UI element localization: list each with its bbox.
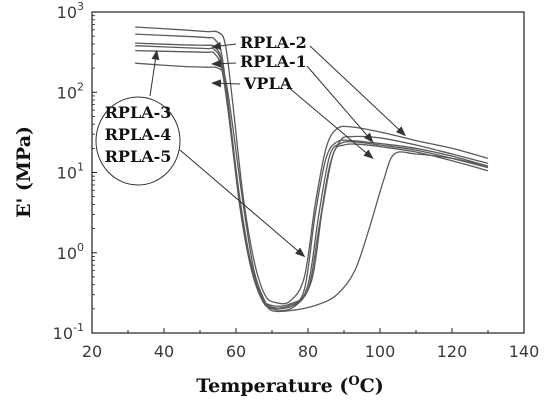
series-layer [135,26,489,313]
label-rpla-1: RPLA-1 [240,52,307,71]
x-tick-label: 140 [509,342,540,361]
group-ellipse [95,96,181,186]
ticks-layer: 20 40 60 80 100 120 140 10-1 100 101 102 103 [53,0,540,361]
pointer-arrow [211,41,237,50]
series-line-vpla [135,62,489,313]
label-rpla-5: RPLA-5 [105,147,172,166]
x-tick-label: 100 [365,342,396,361]
pointer-arrow [211,59,237,68]
y-tick-label: 102 [57,80,84,102]
label-rpla-3: RPLA-3 [105,103,172,122]
y-axis-title: E' (MPa) [13,126,35,218]
y-tick-label: 101 [57,161,84,183]
y-tick-label: 103 [57,0,84,22]
series-line-rpla-1 [135,33,489,307]
arrow-rpla-1 [306,65,374,143]
x-tick-label: 60 [226,342,246,361]
series-line-rpla-5 [135,49,489,311]
group-arrow [149,49,160,97]
series-line-rpla-4 [135,45,489,309]
pointer-arrow [211,79,241,88]
x-tick-label: 120 [437,342,468,361]
series-line-rpla-2 [135,26,489,305]
arrow-vpla [287,86,374,160]
x-tick-label: 40 [154,342,174,361]
arrow-rpla-2 [309,45,406,137]
group-arrow [179,149,306,258]
x-axis-title: Temperature (OC) [196,374,384,397]
y-tick-label: 10-1 [53,321,84,343]
label-rpla-2: RPLA-2 [240,33,307,52]
x-tick-label: 80 [298,342,318,361]
y-tick-label: 100 [57,241,84,263]
label-vpla: VPLA [243,74,293,93]
label-rpla-4: RPLA-4 [105,125,172,144]
x-tick-label: 20 [82,342,102,361]
